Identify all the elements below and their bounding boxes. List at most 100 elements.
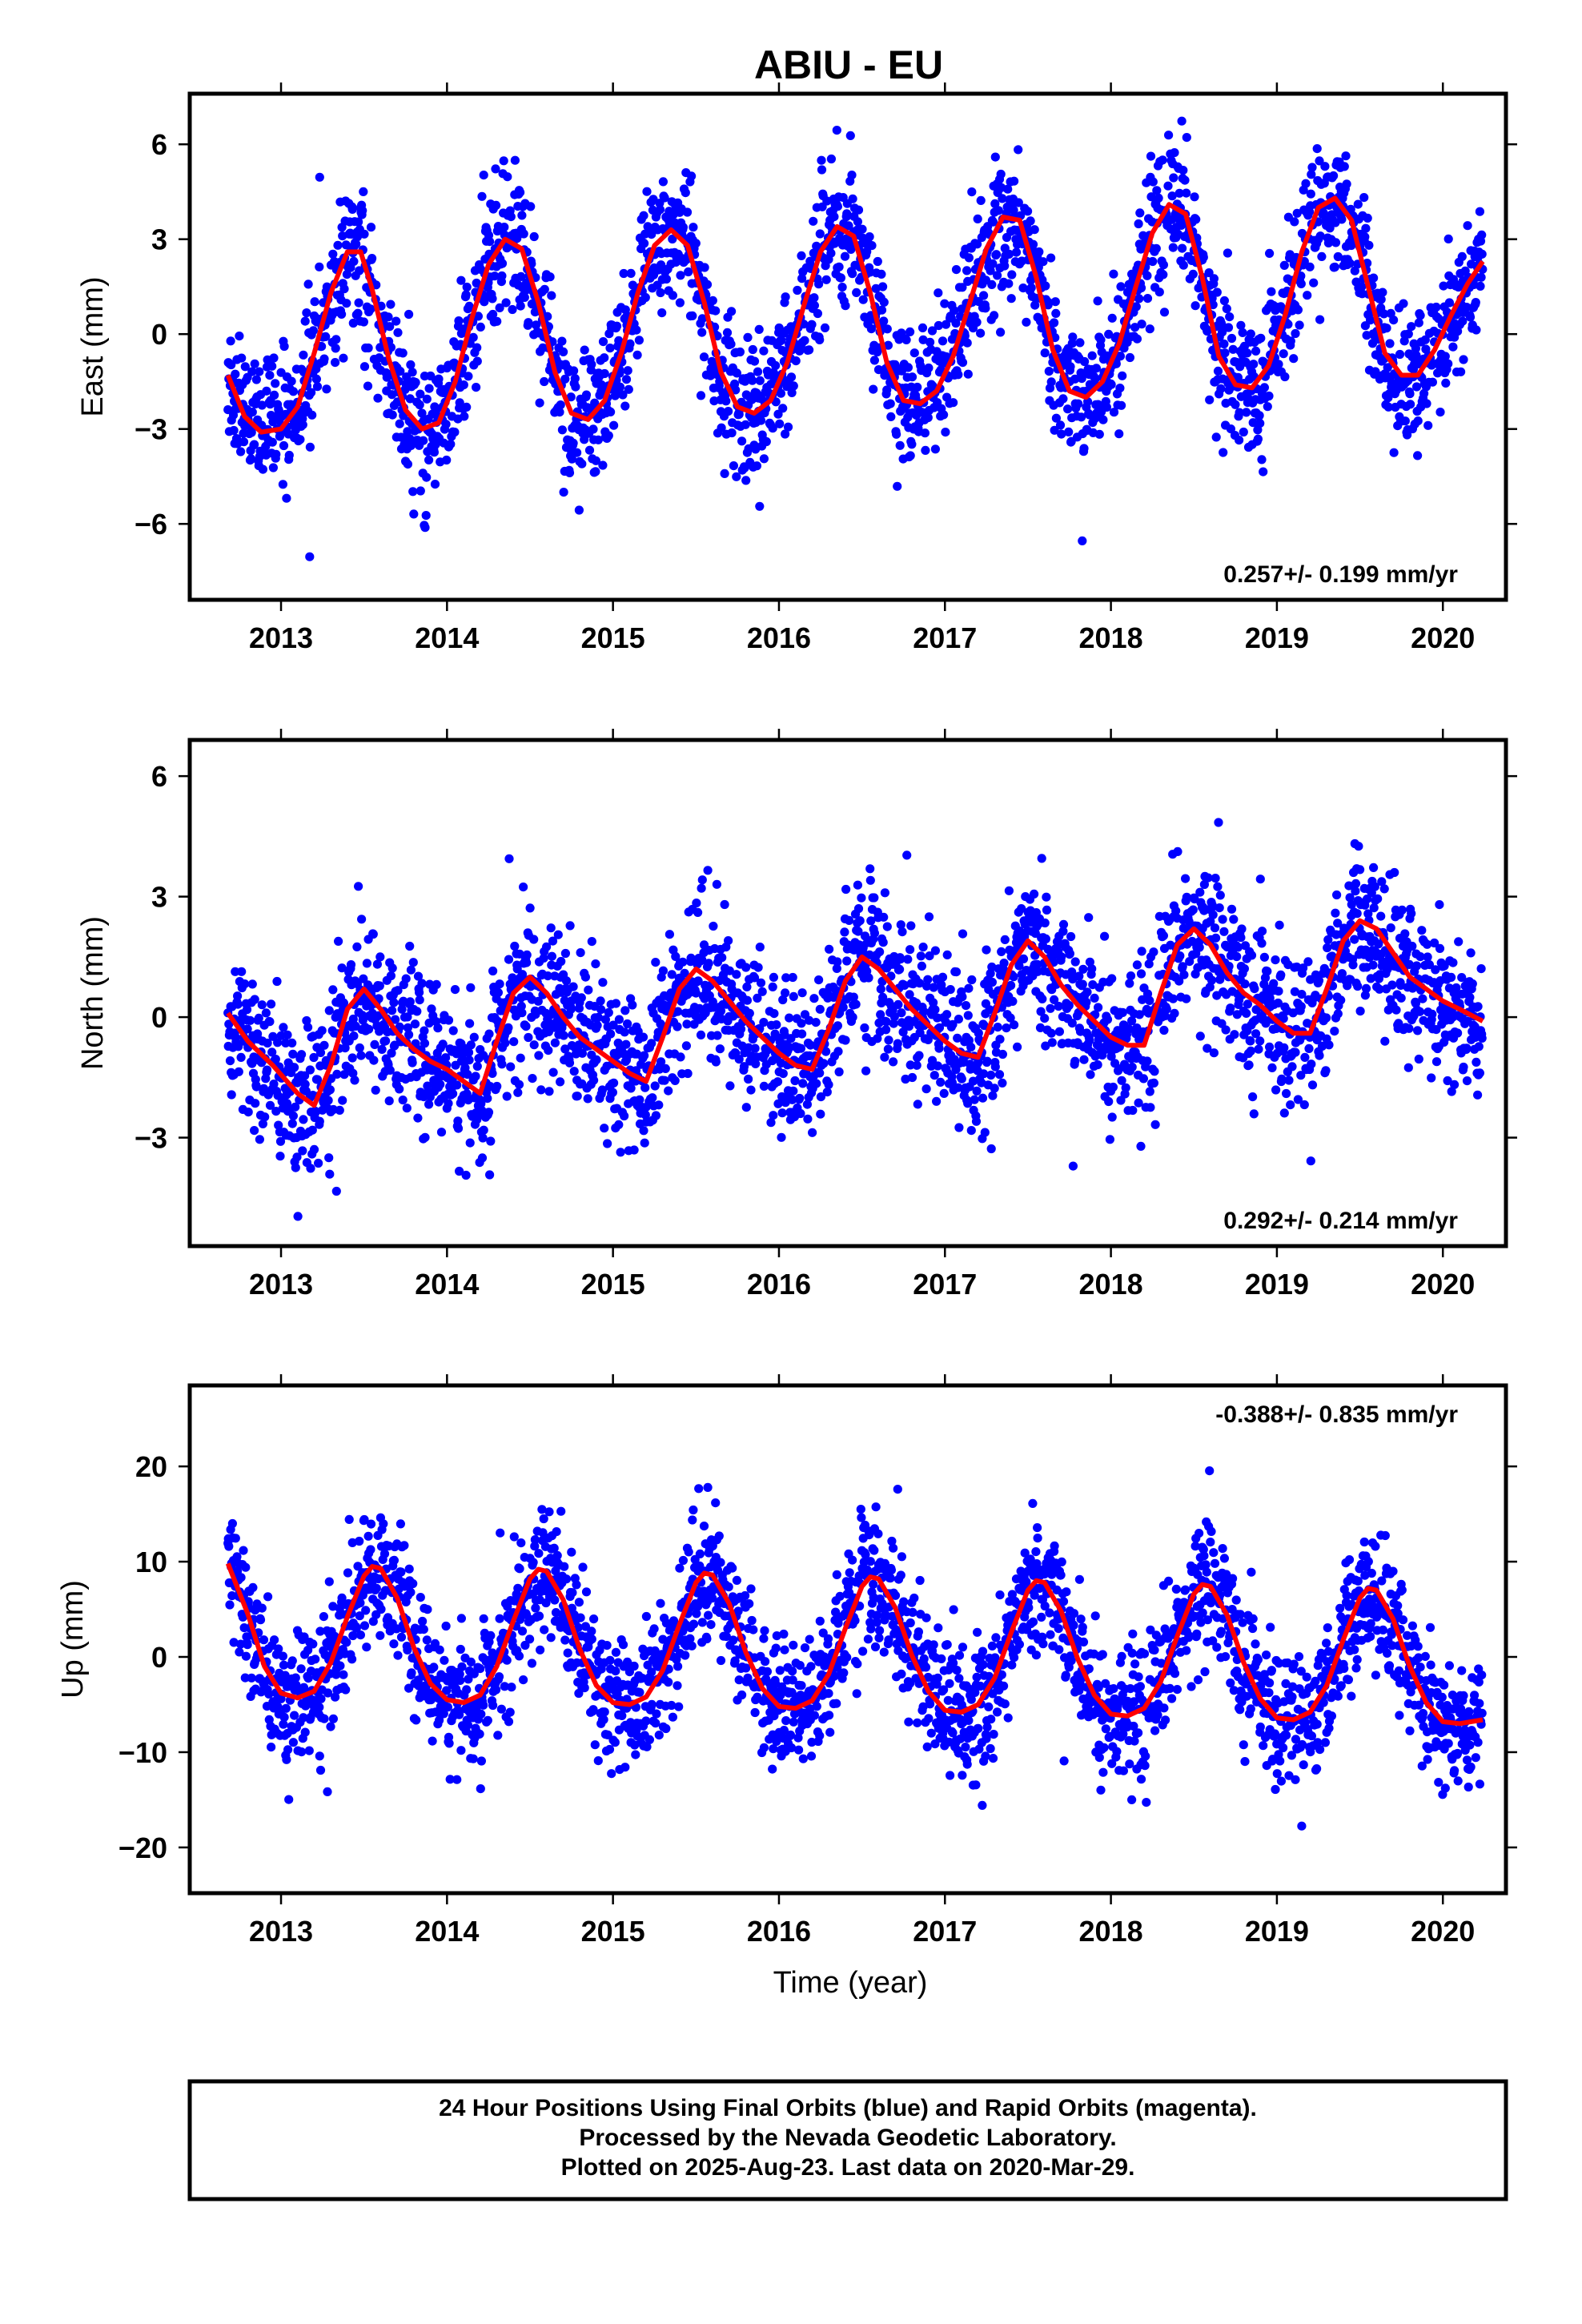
east-data-point <box>398 348 408 358</box>
north-data-point <box>889 1019 898 1028</box>
north-data-point <box>974 1028 983 1038</box>
east-data-point <box>1087 351 1097 360</box>
north-data-point <box>897 1008 906 1018</box>
north-data-point <box>1299 963 1308 973</box>
north-data-point <box>466 1040 476 1050</box>
north-data-point <box>369 1055 379 1065</box>
east-data-point <box>1114 429 1124 439</box>
east-data-point <box>1050 318 1059 328</box>
east-data-point <box>1006 294 1016 304</box>
east-data-point <box>491 164 500 174</box>
north-data-point <box>1214 818 1223 827</box>
north-data-point <box>483 1094 492 1104</box>
east-data-point <box>547 291 556 300</box>
east-data-point <box>755 501 765 511</box>
east-data-point <box>1476 281 1485 291</box>
north-data-point <box>1226 1003 1235 1013</box>
north-data-point <box>1107 1112 1117 1122</box>
north-data-point <box>896 920 905 930</box>
east-data-point <box>917 323 928 332</box>
east-data-point <box>848 269 857 279</box>
north-data-point <box>596 1005 606 1015</box>
east-data-point <box>691 239 701 248</box>
north-data-point <box>340 1043 350 1053</box>
east-data-point <box>1315 156 1324 166</box>
north-data-point <box>1142 1056 1152 1066</box>
east-data-point <box>383 312 393 322</box>
east-data-point <box>1154 287 1164 297</box>
east-points <box>223 116 1488 561</box>
north-data-point <box>401 974 411 983</box>
east-data-point <box>333 240 343 250</box>
east-data-point <box>307 410 317 420</box>
north-data-point <box>397 1004 407 1014</box>
north-data-point <box>1087 964 1097 974</box>
north-data-point <box>410 1019 420 1029</box>
east-data-point <box>359 362 370 372</box>
north-data-point <box>1255 1036 1265 1046</box>
east-data-point <box>598 460 608 470</box>
north-data-point <box>386 971 396 981</box>
north-data-point <box>548 936 558 946</box>
east-data-point <box>951 265 962 275</box>
north-data-point <box>293 1212 303 1221</box>
north-data-point <box>406 965 416 975</box>
north-data-point <box>606 1029 616 1039</box>
north-data-point <box>1208 910 1218 919</box>
north-data-point <box>755 943 765 952</box>
north-data-point <box>1054 1027 1064 1036</box>
east-data-point <box>315 172 324 182</box>
east-data-point <box>1385 339 1395 348</box>
north-data-point <box>1333 1009 1343 1019</box>
east-data-point <box>295 435 305 444</box>
north-data-point <box>777 1132 786 1142</box>
north-data-point <box>1345 893 1355 903</box>
north-data-point <box>1296 1002 1306 1011</box>
north-data-point <box>1010 1020 1019 1030</box>
north-data-point <box>834 1067 844 1077</box>
east-data-point <box>660 193 669 203</box>
east-data-point <box>1242 408 1251 417</box>
north-data-point <box>1067 967 1077 977</box>
north-data-point <box>1296 1071 1306 1080</box>
east-data-point <box>472 343 482 352</box>
east-data-point <box>640 239 649 248</box>
east-data-point <box>873 256 882 267</box>
north-data-point <box>967 975 977 985</box>
east-data-point <box>656 260 666 270</box>
north-data-point <box>453 1124 464 1133</box>
east-data-point <box>988 217 998 227</box>
north-data-point <box>853 927 863 936</box>
east-data-point <box>1205 395 1215 404</box>
east-data-point <box>768 424 777 433</box>
east-data-point <box>1389 316 1399 325</box>
north-data-point <box>338 1096 347 1105</box>
north-data-point <box>565 921 575 931</box>
east-data-point <box>1226 424 1235 434</box>
east-data-point <box>499 156 508 166</box>
east-data-point <box>1223 323 1234 332</box>
east-x-tick-label: 2019 <box>1245 621 1309 654</box>
north-data-point <box>1344 881 1354 891</box>
north-data-point <box>988 1091 998 1100</box>
north-data-point <box>255 1135 264 1144</box>
north-data-point <box>1243 999 1252 1009</box>
east-data-point <box>574 505 584 515</box>
east-data-point <box>580 435 589 444</box>
north-data-point <box>1036 1007 1046 1016</box>
north-data-point <box>1271 1085 1281 1095</box>
east-data-point <box>1248 418 1258 428</box>
north-data-point <box>1370 882 1379 891</box>
north-data-point <box>815 1004 825 1014</box>
north-data-point <box>1244 1060 1254 1070</box>
east-data-point <box>837 283 847 292</box>
north-data-point <box>639 1126 648 1136</box>
north-data-point <box>1175 951 1185 961</box>
north-data-point <box>1323 943 1332 953</box>
north-data-point <box>1159 1025 1169 1035</box>
east-data-point <box>572 448 582 457</box>
east-data-point <box>689 223 698 232</box>
north-data-point <box>354 882 363 891</box>
east-x-tick-label: 2014 <box>415 621 479 654</box>
north-data-point <box>838 1003 848 1012</box>
